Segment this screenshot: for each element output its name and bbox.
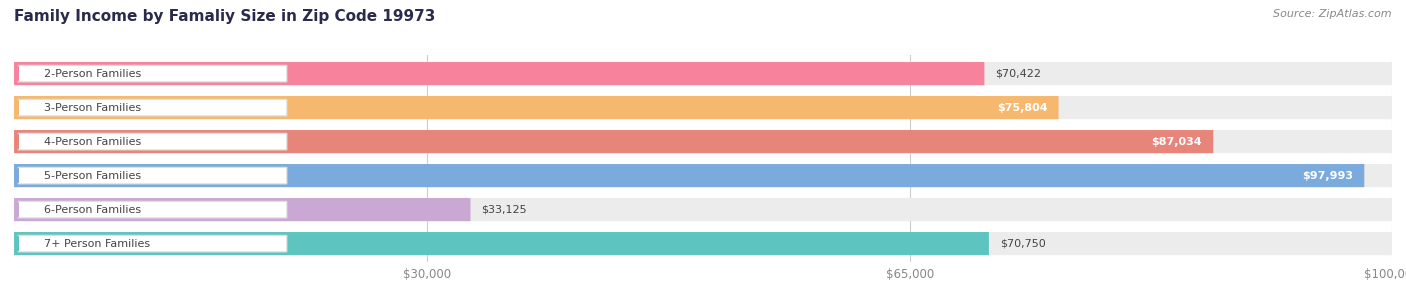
- FancyBboxPatch shape: [14, 130, 1392, 153]
- FancyBboxPatch shape: [18, 65, 287, 82]
- FancyBboxPatch shape: [18, 201, 287, 218]
- Text: 2-Person Families: 2-Person Families: [45, 69, 142, 79]
- FancyBboxPatch shape: [18, 167, 287, 184]
- Text: $75,804: $75,804: [997, 102, 1047, 113]
- Text: $70,422: $70,422: [995, 69, 1042, 79]
- FancyBboxPatch shape: [14, 232, 1392, 255]
- Text: Source: ZipAtlas.com: Source: ZipAtlas.com: [1274, 9, 1392, 19]
- FancyBboxPatch shape: [14, 62, 984, 85]
- Text: $33,125: $33,125: [481, 205, 527, 215]
- FancyBboxPatch shape: [18, 99, 287, 116]
- Text: Family Income by Famaliy Size in Zip Code 19973: Family Income by Famaliy Size in Zip Cod…: [14, 9, 436, 24]
- FancyBboxPatch shape: [14, 232, 988, 255]
- Text: $87,034: $87,034: [1152, 137, 1202, 147]
- FancyBboxPatch shape: [14, 96, 1392, 119]
- FancyBboxPatch shape: [14, 198, 1392, 221]
- Text: 7+ Person Families: 7+ Person Families: [45, 239, 150, 249]
- FancyBboxPatch shape: [14, 62, 1392, 85]
- FancyBboxPatch shape: [14, 96, 1059, 119]
- FancyBboxPatch shape: [14, 198, 471, 221]
- Text: $70,750: $70,750: [1000, 239, 1046, 249]
- Text: 3-Person Families: 3-Person Families: [45, 102, 142, 113]
- FancyBboxPatch shape: [18, 133, 287, 150]
- Text: 4-Person Families: 4-Person Families: [45, 137, 142, 147]
- FancyBboxPatch shape: [14, 164, 1392, 187]
- Text: 6-Person Families: 6-Person Families: [45, 205, 142, 215]
- FancyBboxPatch shape: [14, 130, 1213, 153]
- FancyBboxPatch shape: [18, 235, 287, 252]
- Text: $97,993: $97,993: [1302, 170, 1353, 181]
- FancyBboxPatch shape: [14, 164, 1364, 187]
- Text: 5-Person Families: 5-Person Families: [45, 170, 142, 181]
